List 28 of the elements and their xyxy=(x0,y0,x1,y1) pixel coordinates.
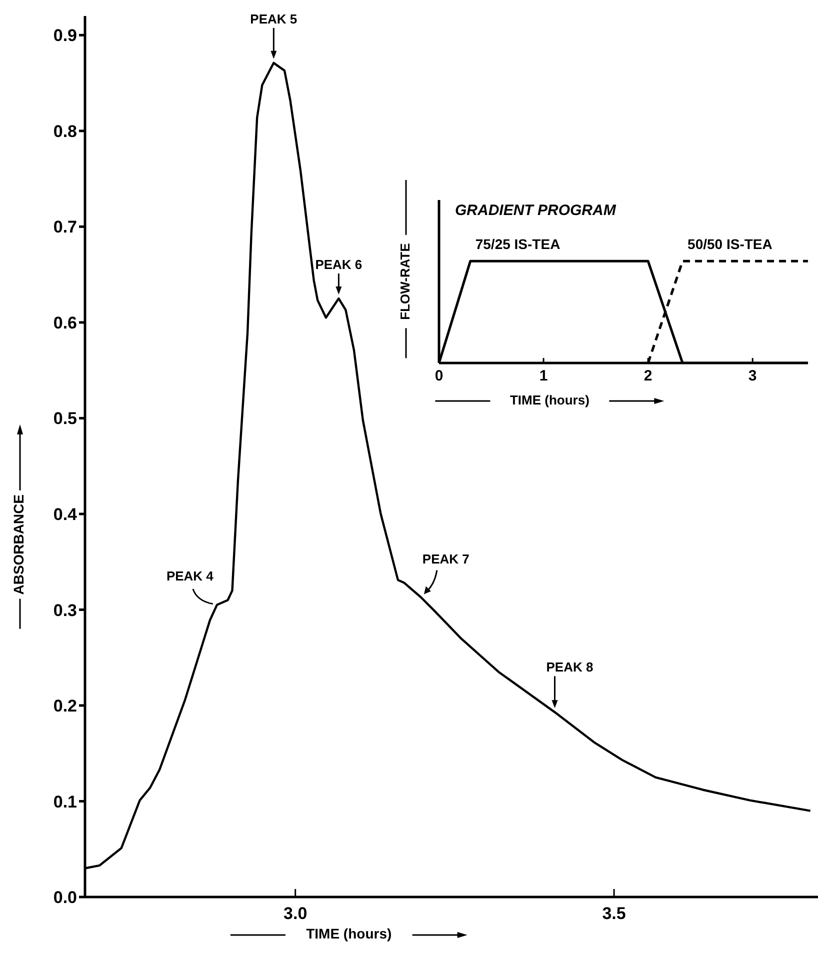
x-tick-label: 3 xyxy=(748,368,757,385)
y-tick-label: 0.8 xyxy=(53,122,77,141)
x-tick-label: 0 xyxy=(434,368,444,385)
y-tick-label: 0.5 xyxy=(53,409,77,428)
y-tick-label: 0.3 xyxy=(53,600,77,620)
annotation: PEAK 6 xyxy=(315,256,362,272)
y-tick-label: 0.9 xyxy=(53,26,77,46)
x-axis-title: TIME (hours) xyxy=(510,392,590,408)
y-tick-label: 0.7 xyxy=(53,218,77,237)
annotation: PEAK 8 xyxy=(546,660,594,675)
series-label: 75/25 IS-TEA xyxy=(475,236,560,252)
annotation: PEAK 5 xyxy=(250,11,298,26)
y-tick-label: 0.4 xyxy=(53,504,78,524)
y-axis-title: FLOW-RATE xyxy=(397,242,412,320)
x-tick-label: 1 xyxy=(539,368,548,385)
annotation: PEAK 4 xyxy=(166,568,214,584)
series-label: 50/50 IS-TEA xyxy=(688,236,772,252)
x-tick-label: 3.5 xyxy=(602,904,626,924)
y-axis-title: ABSORBANCE xyxy=(10,494,27,595)
y-tick-label: 0.2 xyxy=(53,696,77,716)
y-tick-label: 0.6 xyxy=(53,313,77,332)
x-tick-label: 3.0 xyxy=(284,904,308,924)
annotation: PEAK 7 xyxy=(422,552,470,567)
x-tick-label: 2 xyxy=(644,368,652,385)
y-tick-label: 0.1 xyxy=(53,792,77,812)
y-tick-label: 0.0 xyxy=(53,888,77,908)
x-axis-title: TIME (hours) xyxy=(306,926,392,942)
chart-title: GRADIENT PROGRAM xyxy=(455,202,616,219)
